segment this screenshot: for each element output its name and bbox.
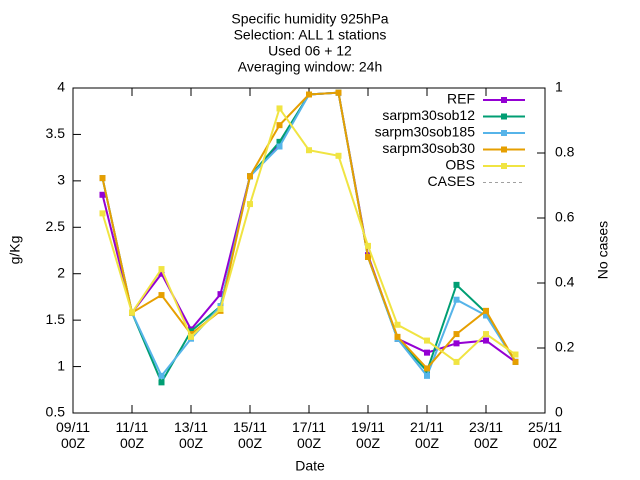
point [188,333,194,340]
point [217,291,224,298]
point [335,89,342,96]
point [483,312,489,319]
point [276,138,283,145]
y2-tick-label: 0 [555,404,563,420]
y2-tick-label: 1 [555,79,563,95]
point [247,201,253,208]
y-tick-label: 2 [57,264,65,280]
x-tick-label: 15/11 00Z [233,419,267,451]
y2-tick-label: 0.2 [555,339,575,355]
point [247,173,253,180]
point [512,351,519,358]
point [365,242,371,249]
x-tick-label: 21/11 00Z [410,419,444,451]
point [453,281,460,288]
point [453,358,460,365]
y2-tick-label: 0.4 [555,274,575,290]
point [99,210,106,217]
x-axis-label: Date [295,458,325,474]
y-tick-label: 3.5 [46,125,66,141]
x-tick-label: 19/11 00Z [351,419,385,451]
legend-point [501,130,507,136]
y-tick-label: 4 [57,79,65,95]
legend-label: sarpm30sob185 [375,124,476,140]
title: Used 06 + 12 [268,43,352,59]
point [424,349,430,356]
y-tick-label: 3 [57,172,65,188]
point [453,340,460,347]
point [306,91,312,98]
point [424,372,430,379]
title: Specific humidity 925hPa [231,11,388,27]
point [158,270,165,277]
legend-label: sarpm30sob30 [382,140,475,156]
point [129,309,135,316]
legend-label: OBS [445,157,475,173]
point [483,307,489,314]
legend-point [501,146,507,153]
y2-tick-label: 0.6 [555,209,575,225]
x-tick-label: 17/11 00Z [292,419,326,451]
y2-axis-label: No cases [595,221,611,279]
y-axis-label: g/Kg [7,236,23,265]
point [483,337,489,344]
point [99,191,106,198]
point [424,337,430,344]
point [453,296,460,303]
legend-point [501,113,507,120]
point [365,254,371,260]
point [394,333,401,340]
y-tick-label: 1 [57,357,65,373]
legend-point [501,163,507,169]
point [158,266,165,273]
point [276,105,283,112]
point [424,365,430,372]
x-tick-label: 11/11 00Z [115,419,149,451]
legend-point [501,97,507,103]
x-tick-label: 23/11 00Z [469,419,503,451]
point [512,358,519,365]
y-tick-label: 2.5 [46,218,66,234]
legend-label: sarpm30sob12 [382,107,475,123]
point [276,122,283,129]
point [335,152,342,159]
legend-label: CASES [428,173,475,189]
y-tick-label: 0.5 [46,404,66,420]
x-tick-label: 25/11 00Z [528,419,562,451]
legend-label: REF [447,91,475,107]
point [158,372,165,379]
point [217,306,224,312]
y-tick-label: 1.5 [46,311,66,327]
point [158,292,165,299]
point [158,379,165,386]
point [483,331,489,338]
title: Averaging window: 24h [238,59,383,75]
y2-tick-label: 0.8 [555,144,575,160]
x-tick-label: 13/11 00Z [174,419,208,451]
point [276,143,283,150]
point [99,175,106,182]
point [394,321,401,328]
title: Selection: ALL 1 stations [234,27,387,43]
x-tick-label: 09/11 00Z [56,419,90,451]
point [453,331,460,338]
point [306,147,312,154]
